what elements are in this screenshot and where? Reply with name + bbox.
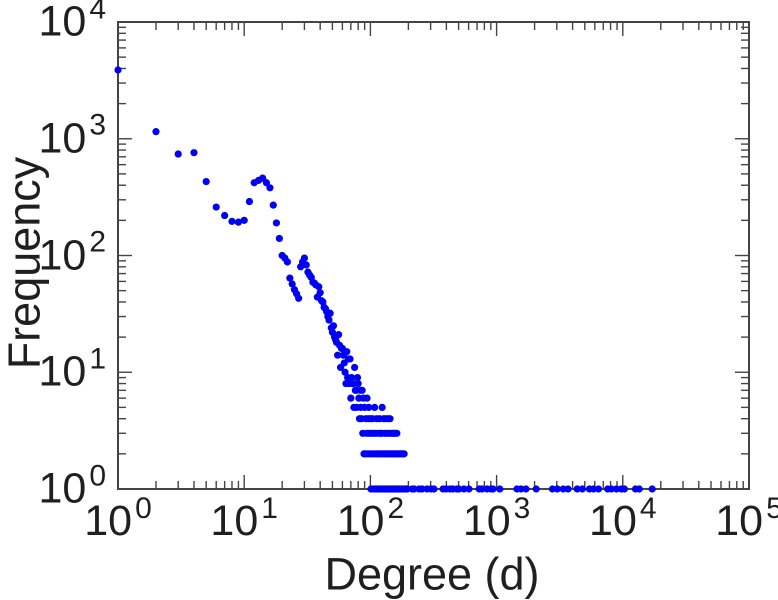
data-point (532, 485, 540, 493)
y-tick-label: 10 0 (38, 459, 106, 513)
data-point (465, 485, 473, 493)
data-point (496, 485, 504, 493)
data-point (351, 363, 359, 372)
data-point (288, 280, 296, 288)
data-point (358, 386, 366, 394)
y-tick-label: 10 4 (38, 0, 106, 46)
data-point (393, 429, 401, 437)
data-point (212, 203, 220, 211)
data-point (240, 216, 248, 224)
data-point (517, 485, 525, 493)
data-point (648, 485, 656, 493)
data-point (114, 66, 122, 74)
plot-frame (117, 21, 750, 490)
x-tick-label: 10 2 (336, 491, 405, 545)
data-point (348, 373, 356, 382)
data-point (548, 485, 557, 493)
data-point (430, 485, 438, 493)
data-point (564, 485, 572, 493)
x-tick-label: 10 5 (715, 491, 778, 545)
data-point (349, 379, 357, 388)
x-tick-label: 10 3 (462, 491, 531, 545)
data-point (455, 485, 463, 493)
data-point (386, 415, 394, 423)
data-point (594, 485, 603, 493)
data-point (489, 485, 497, 493)
data-point (353, 373, 362, 382)
data-point (635, 485, 643, 493)
data-point (553, 485, 561, 493)
data-point (152, 128, 160, 136)
data-point (607, 485, 616, 493)
data-point (522, 485, 530, 493)
x-tick-label: 10 0 (84, 491, 152, 545)
data-point (295, 294, 303, 302)
data-point (335, 331, 343, 339)
data-point (589, 485, 598, 493)
data-point (346, 355, 354, 363)
data-point (228, 217, 236, 225)
data-point (325, 316, 333, 324)
data-point (326, 309, 334, 317)
data-point (286, 274, 294, 282)
data-point (221, 211, 229, 220)
data-point (363, 394, 371, 402)
data-point (202, 177, 210, 186)
data-point (262, 179, 271, 187)
x-axis-title: Degree (d) (324, 548, 540, 600)
data-point (578, 485, 586, 493)
data-point (190, 149, 198, 157)
data-point (343, 348, 351, 356)
data-point (354, 379, 362, 388)
data-point (245, 197, 254, 206)
data-point (371, 403, 379, 411)
data-point (174, 150, 182, 158)
data-point (269, 201, 277, 209)
data-point (316, 289, 324, 297)
data-point (302, 261, 310, 269)
data-point (378, 403, 386, 411)
x-tick-label: 10 1 (210, 491, 278, 545)
y-tick-label: 10 2 (38, 225, 106, 279)
y-tick-label: 10 3 (38, 108, 106, 163)
data-point (347, 394, 355, 402)
data-point (234, 218, 243, 226)
data-point (410, 485, 418, 493)
data-point (315, 283, 323, 291)
data-point (573, 485, 581, 493)
x-tick-label: 10 4 (589, 491, 657, 545)
data-point (283, 258, 292, 266)
data-point (334, 351, 342, 359)
data-point (329, 322, 338, 330)
data-point (460, 485, 468, 493)
data-point (620, 485, 629, 493)
data-point (341, 368, 349, 376)
data-point (365, 403, 373, 411)
data-point (272, 219, 281, 227)
data-point (266, 184, 274, 192)
data-point (275, 234, 283, 243)
y-tick-label: 10 1 (38, 342, 106, 396)
data-point (300, 254, 309, 262)
data-point (400, 450, 408, 458)
